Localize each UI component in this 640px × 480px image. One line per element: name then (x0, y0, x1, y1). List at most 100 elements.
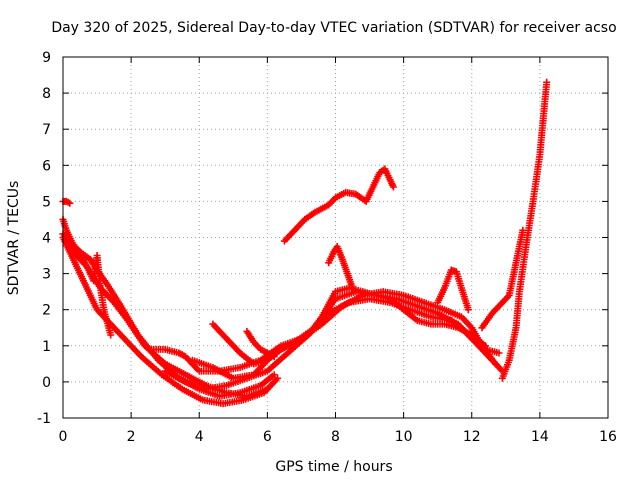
data-point (252, 362, 255, 366)
data-point (395, 297, 399, 301)
data-point (245, 330, 249, 333)
data-point (490, 359, 494, 362)
series-markers (243, 327, 278, 361)
data-point (371, 185, 375, 189)
data-point (429, 322, 433, 326)
y-tick-label: 0 (42, 375, 51, 391)
data-point (514, 261, 518, 264)
data-point (279, 348, 283, 351)
series-track-14 (498, 78, 551, 382)
plot-frame (62, 56, 609, 419)
data-point (320, 315, 324, 319)
data-point (347, 301, 351, 304)
series-track-15 (478, 226, 527, 332)
data-point (82, 279, 85, 283)
data-point (85, 265, 89, 268)
data-point (334, 196, 337, 199)
data-point (514, 326, 518, 329)
series-track-13 (434, 266, 472, 314)
data-point (272, 373, 276, 376)
data-point (238, 366, 242, 369)
x-tick-label: 10 (395, 429, 413, 445)
data-point (354, 192, 358, 196)
data-point (501, 301, 504, 304)
data-point (388, 178, 392, 181)
y-tick-label: 6 (42, 158, 51, 174)
x-tick-label: 14 (531, 429, 549, 445)
data-point (140, 355, 143, 358)
data-point (232, 377, 235, 380)
data-point (211, 322, 215, 326)
data-point (75, 265, 78, 268)
data-point (119, 304, 123, 308)
y-tick-labels: -1 0 1 2 3 4 5 6 7 8 9 (37, 50, 51, 427)
data-series (59, 78, 551, 408)
data-point (336, 245, 339, 248)
data-point (383, 167, 387, 171)
data-point (150, 348, 153, 351)
y-tick-label: 1 (42, 339, 51, 355)
data-point (409, 308, 412, 311)
y-axis-label: SDTVAR / TECUs (6, 181, 22, 296)
data-point (221, 402, 225, 405)
data-point (272, 355, 276, 358)
y-tick-label: 9 (42, 50, 51, 66)
data-point (327, 203, 330, 207)
data-point (470, 333, 473, 337)
data-point (531, 200, 535, 203)
data-point (276, 377, 279, 380)
data-point (443, 286, 446, 290)
data-point (460, 315, 463, 319)
data-point (518, 290, 521, 293)
data-point (102, 308, 106, 311)
data-point (225, 337, 228, 340)
data-point (198, 369, 201, 373)
data-point (266, 369, 269, 373)
x-axis-label: GPS time / hours (275, 459, 392, 475)
data-point (422, 301, 426, 304)
data-point (501, 377, 504, 380)
data-point (184, 373, 187, 376)
data-point (259, 384, 262, 387)
data-point (283, 239, 286, 243)
data-point (497, 351, 501, 355)
data-point (443, 308, 446, 311)
data-point (68, 250, 72, 254)
x-tick-label: 0 (59, 429, 68, 445)
data-point (368, 297, 371, 301)
y-tick-label: 4 (42, 231, 51, 247)
data-point (126, 319, 129, 322)
data-point (525, 243, 528, 246)
data-point (68, 202, 72, 205)
data-point (181, 387, 184, 391)
y-tick-label: 7 (42, 122, 51, 138)
data-point (545, 81, 548, 84)
data-point (508, 359, 511, 362)
x-tick-label: 6 (263, 429, 272, 445)
data-point (460, 286, 463, 290)
data-point (184, 355, 187, 358)
data-point (303, 218, 307, 221)
data-point (65, 229, 68, 232)
data-point (191, 359, 194, 362)
data-point (416, 304, 419, 308)
y-tick-label: 5 (42, 194, 51, 210)
data-point (225, 384, 228, 387)
data-point (286, 351, 290, 355)
x-tick-labels: 0 2 4 6 8 10 12 14 16 (59, 429, 617, 445)
data-point (201, 398, 204, 402)
data-point (252, 373, 255, 376)
data-point (416, 319, 419, 322)
data-point (99, 286, 102, 290)
data-point (89, 257, 92, 261)
data-point (334, 290, 337, 293)
data-point (450, 268, 453, 272)
data-point (456, 326, 460, 329)
series-track-12 (325, 243, 356, 292)
data-point (508, 294, 511, 297)
data-point (211, 366, 215, 369)
data-point (89, 294, 92, 297)
x-tick-label: 8 (331, 429, 340, 445)
data-point (436, 312, 439, 315)
